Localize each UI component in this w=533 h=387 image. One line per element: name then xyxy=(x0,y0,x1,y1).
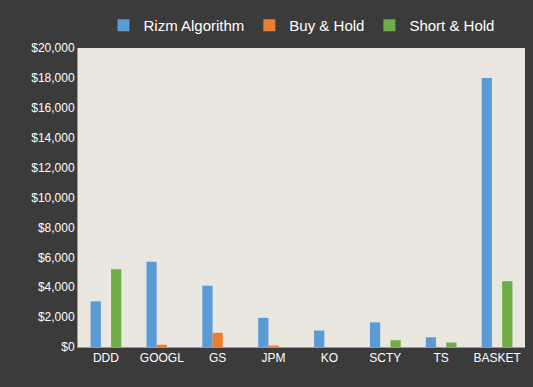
svg-text:$0: $0 xyxy=(61,340,75,354)
svg-text:Rizm Algorithm: Rizm Algorithm xyxy=(144,17,245,34)
svg-text:Buy & Hold: Buy & Hold xyxy=(289,17,364,34)
svg-text:TS: TS xyxy=(434,351,449,365)
svg-text:Short & Hold: Short & Hold xyxy=(409,17,494,34)
svg-text:$10,000: $10,000 xyxy=(31,191,75,205)
svg-text:$14,000: $14,000 xyxy=(31,131,75,145)
svg-text:$8,000: $8,000 xyxy=(38,221,75,235)
svg-text:JPM: JPM xyxy=(262,351,286,365)
svg-text:$12,000: $12,000 xyxy=(31,161,75,175)
svg-text:$4,000: $4,000 xyxy=(38,280,75,294)
svg-text:DDD: DDD xyxy=(93,351,119,365)
svg-text:$6,000: $6,000 xyxy=(38,250,75,264)
svg-text:GS: GS xyxy=(209,351,226,365)
svg-text:SCTY: SCTY xyxy=(369,351,401,365)
svg-text:KO: KO xyxy=(321,351,338,365)
svg-text:$20,000: $20,000 xyxy=(31,41,75,55)
svg-text:$16,000: $16,000 xyxy=(31,101,75,115)
svg-text:BASKET: BASKET xyxy=(473,351,521,365)
svg-text:$2,000: $2,000 xyxy=(38,310,75,324)
svg-text:$18,000: $18,000 xyxy=(31,71,75,85)
svg-text:GOOGL: GOOGL xyxy=(140,351,184,365)
